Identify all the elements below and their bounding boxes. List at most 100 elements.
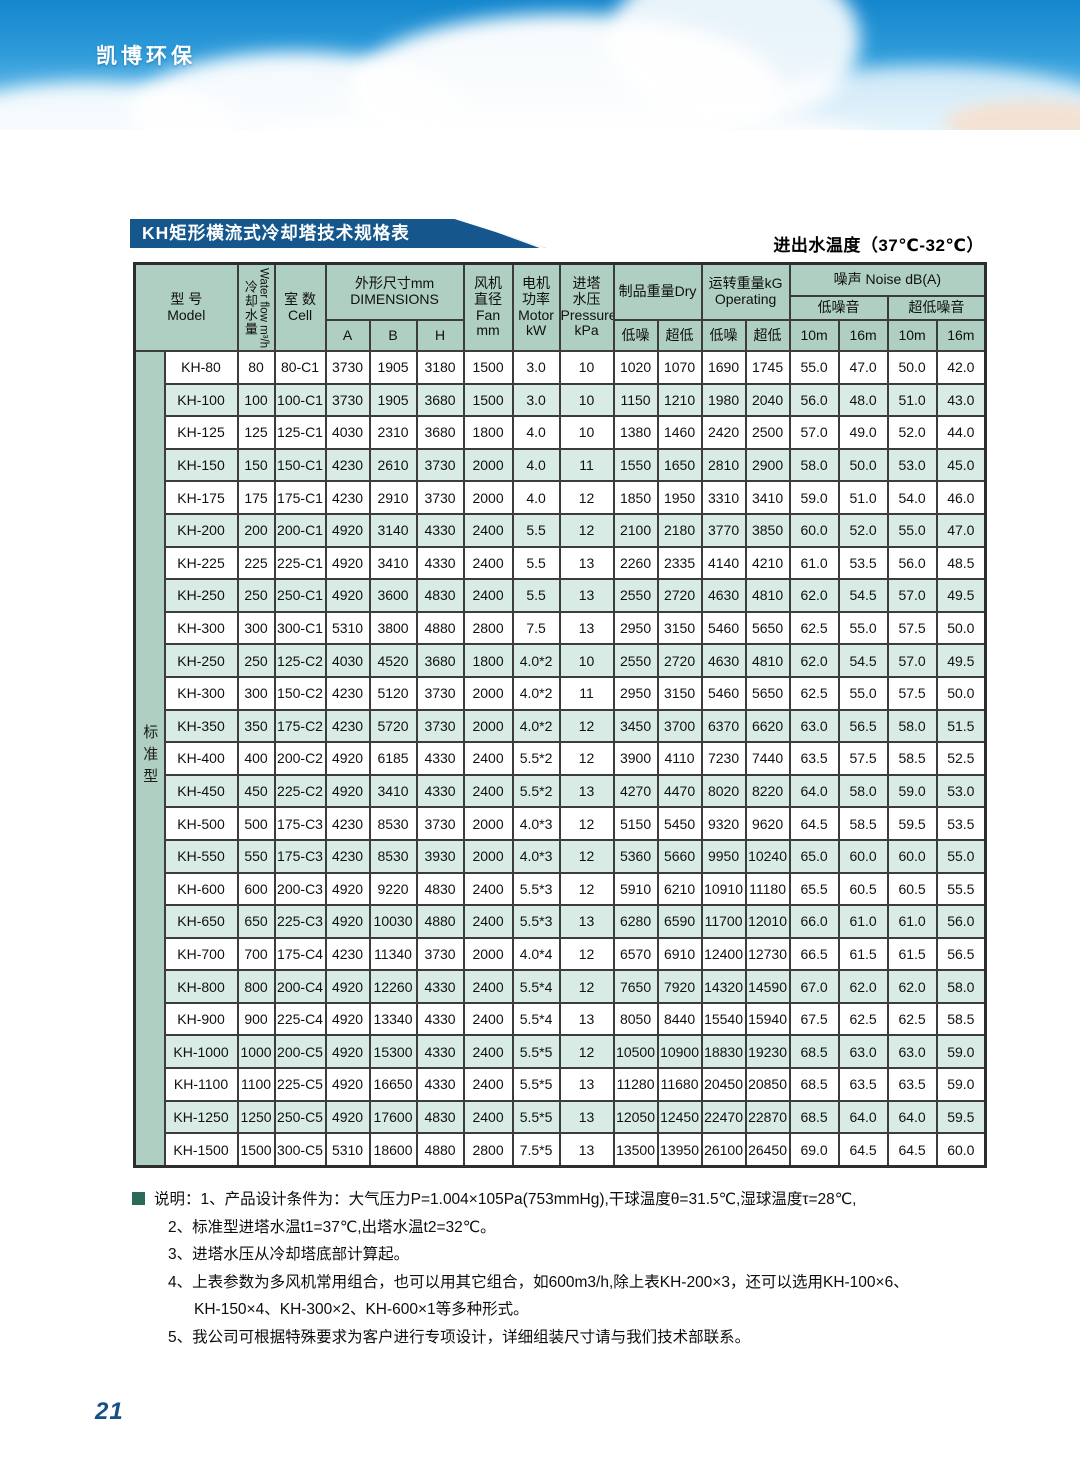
value-cell: 50.0 [935, 610, 987, 646]
value-cell: 5650 [744, 675, 791, 711]
value-cell: 2100 [612, 512, 659, 548]
value-cell: 57.5 [837, 741, 889, 776]
table-row: KH-900 900 225-C4 4920 13340 4330 2400 5.5*4 13 8… [135, 1001, 987, 1037]
value-cell: 6570 [612, 936, 659, 972]
value-cell: 62.0 [837, 969, 889, 1004]
value-cell: 125-C1 [273, 415, 327, 450]
value-cell: 11180 [744, 871, 791, 907]
value-cell: 2400 [462, 773, 514, 809]
value-cell: 150-C2 [273, 675, 327, 711]
value-cell: 5.5*3 [511, 871, 561, 907]
value-cell: 1210 [656, 382, 703, 418]
value-cell: 250-C5 [273, 1099, 327, 1135]
value-cell: 1100 [236, 1067, 276, 1102]
value-cell: 3730 [415, 447, 465, 483]
value-cell: 5.5*2 [511, 741, 561, 776]
value-cell: 13 [558, 773, 615, 809]
model-cell: KH-100 [163, 382, 239, 418]
value-cell: 55.0 [788, 350, 840, 385]
value-cell: 3730 [415, 675, 465, 711]
note-line: 4、上表参数为多风机常用组合，也可以用其它组合，如600m3/h,除上表KH-2… [168, 1273, 909, 1291]
value-cell: 3730 [415, 708, 465, 744]
value-cell: 59.0 [935, 1034, 987, 1070]
table-row: KH-175 175 175-C1 4230 2910 3730 2000 4.0 12 1850… [135, 480, 987, 515]
value-cell: 4230 [324, 447, 371, 483]
value-cell: 3680 [415, 643, 465, 678]
value-cell: 1690 [700, 350, 747, 385]
value-cell: 7650 [612, 969, 659, 1004]
value-cell: 57.5 [886, 675, 938, 711]
value-cell: 4630 [700, 643, 747, 678]
value-cell: 700 [236, 936, 276, 972]
value-cell: 250-C1 [273, 578, 327, 613]
value-cell: 1550 [612, 447, 659, 483]
value-cell: 2550 [612, 643, 659, 678]
value-cell: 4230 [324, 936, 371, 972]
value-cell: 48.0 [837, 382, 889, 418]
value-cell: 2400 [462, 1001, 514, 1037]
value-cell: 3150 [656, 675, 703, 711]
value-cell: 56.0 [788, 382, 840, 418]
value-cell: 47.0 [935, 512, 987, 548]
value-cell: 2400 [462, 1067, 514, 1102]
model-cell: KH-550 [163, 838, 239, 874]
col-header-dim-a: A [324, 319, 371, 352]
value-cell: 5.5*2 [511, 773, 561, 809]
value-cell: 5460 [700, 675, 747, 711]
value-cell: 3680 [415, 415, 465, 450]
value-cell: 3730 [415, 480, 465, 515]
value-cell: 250 [236, 578, 276, 613]
value-cell: 12 [558, 512, 615, 548]
value-cell: 4.0 [511, 480, 561, 515]
value-cell: 58.0 [886, 708, 938, 744]
table-row: KH-150 150 150-C1 4230 2610 3730 2000 4.0 11 1550… [135, 447, 987, 483]
model-cell: KH-125 [163, 415, 239, 450]
value-cell: 12 [558, 1034, 615, 1070]
value-cell: 4030 [324, 643, 371, 678]
value-cell: 225-C1 [273, 545, 327, 581]
value-cell: 2810 [700, 447, 747, 483]
value-cell: 12 [558, 936, 615, 972]
value-cell: 50.0 [886, 350, 938, 385]
value-cell: 12 [558, 708, 615, 744]
value-cell: 3150 [656, 610, 703, 646]
value-cell: 51.0 [886, 382, 938, 418]
value-cell: 5720 [368, 708, 418, 744]
value-cell: 1650 [656, 447, 703, 483]
value-cell: 9620 [744, 806, 791, 841]
value-cell: 300 [236, 675, 276, 711]
value-cell: 55.0 [837, 610, 889, 646]
value-cell: 68.5 [788, 1099, 840, 1135]
value-cell: 3410 [368, 545, 418, 581]
table-row: KH-350 350 175-C2 4230 5720 3730 2000 4.0*2 12 34… [135, 708, 987, 744]
model-cell: KH-450 [163, 773, 239, 809]
value-cell: 13 [558, 904, 615, 939]
value-cell: 4.0*4 [511, 936, 561, 972]
value-cell: 5.5*5 [511, 1099, 561, 1135]
value-cell: 3140 [368, 512, 418, 548]
value-cell: 150 [236, 447, 276, 483]
value-cell: 11700 [700, 904, 747, 939]
model-cell: KH-1250 [163, 1099, 239, 1135]
value-cell: 1500 [462, 350, 514, 385]
value-cell: 62.0 [788, 643, 840, 678]
table-row: KH-400 400 200-C2 4920 6185 4330 2400 5.5*2 12 39… [135, 741, 987, 776]
value-cell: 13 [558, 1099, 615, 1135]
value-cell: 18600 [368, 1132, 418, 1168]
spec-table: 型 号 Model 冷却水量 Water flow m³/h 室 数 Cell 外… [133, 262, 988, 1168]
value-cell: 2400 [462, 578, 514, 613]
value-cell: 8530 [368, 806, 418, 841]
value-cell: 4330 [415, 773, 465, 809]
value-cell: 1070 [656, 350, 703, 385]
model-cell: KH-225 [163, 545, 239, 581]
value-cell: 45.0 [935, 447, 987, 483]
value-cell: 46.0 [935, 480, 987, 515]
value-cell: 13 [558, 545, 615, 581]
col-header-op-low: 低噪 [700, 319, 747, 352]
sky-header-image: 凯博环保 [0, 0, 1080, 130]
value-cell: 5.5 [511, 512, 561, 548]
value-cell: 10 [558, 643, 615, 678]
value-cell: 1000 [236, 1034, 276, 1070]
model-cell: KH-700 [163, 936, 239, 972]
value-cell: 3930 [415, 838, 465, 874]
